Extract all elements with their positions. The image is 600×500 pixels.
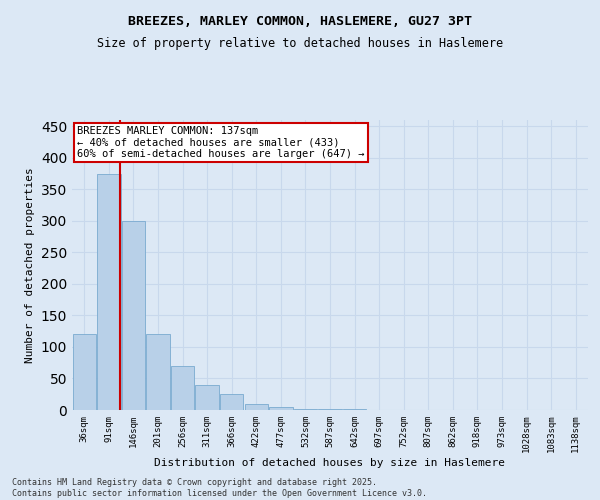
Bar — [269, 407, 293, 410]
Bar — [245, 404, 268, 410]
Text: Contains HM Land Registry data © Crown copyright and database right 2025.
Contai: Contains HM Land Registry data © Crown c… — [12, 478, 427, 498]
Text: BREEZES, MARLEY COMMON, HASLEMERE, GU27 3PT: BREEZES, MARLEY COMMON, HASLEMERE, GU27 … — [128, 15, 472, 28]
Bar — [73, 334, 96, 410]
Text: BREEZES MARLEY COMMON: 137sqm
← 40% of detached houses are smaller (433)
60% of : BREEZES MARLEY COMMON: 137sqm ← 40% of d… — [77, 126, 365, 159]
Bar — [146, 334, 170, 410]
Y-axis label: Number of detached properties: Number of detached properties — [25, 167, 35, 363]
X-axis label: Distribution of detached houses by size in Haslemere: Distribution of detached houses by size … — [155, 458, 505, 468]
Bar — [171, 366, 194, 410]
Bar — [196, 385, 219, 410]
Bar — [220, 394, 244, 410]
Bar — [122, 221, 145, 410]
Bar — [294, 408, 317, 410]
Text: Size of property relative to detached houses in Haslemere: Size of property relative to detached ho… — [97, 38, 503, 51]
Bar — [97, 174, 121, 410]
